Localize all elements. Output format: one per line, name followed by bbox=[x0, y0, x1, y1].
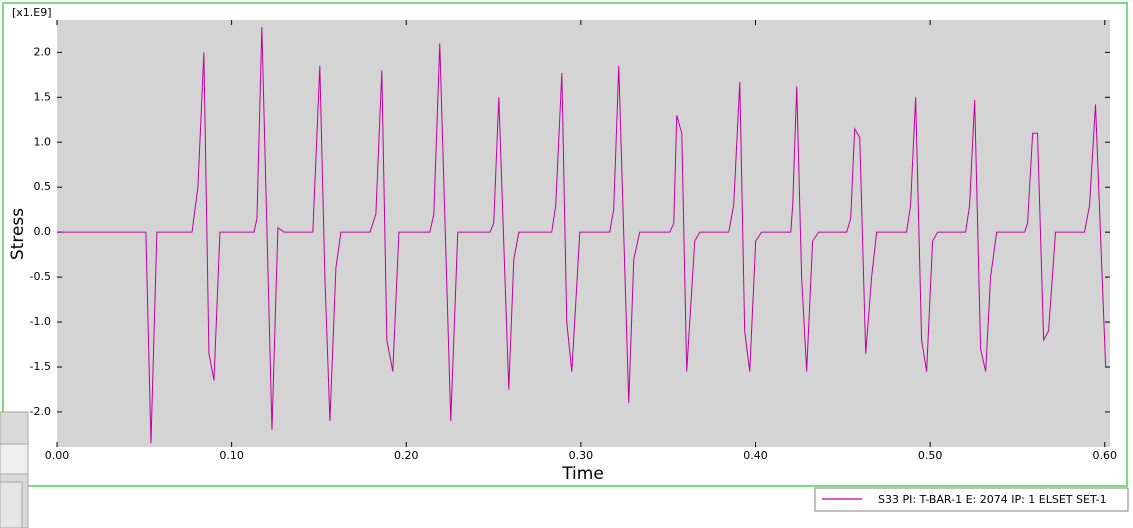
x-axis-label: Time bbox=[561, 464, 604, 484]
x-tick-label: 0.10 bbox=[219, 449, 244, 462]
y-tick-label: 0.0 bbox=[34, 225, 52, 238]
y-tick-label: -2.0 bbox=[30, 405, 51, 418]
x-tick-label: 0.50 bbox=[918, 449, 943, 462]
y-tick-label: 1.5 bbox=[34, 90, 52, 103]
axis-multiplier: [x1.E9] bbox=[12, 6, 52, 19]
x-tick-label: 0.30 bbox=[569, 449, 594, 462]
series-line bbox=[57, 27, 1107, 444]
legend-box bbox=[814, 487, 1129, 512]
x-tick-label: 0.00 bbox=[45, 449, 70, 462]
y-axis-label: Stress bbox=[8, 208, 28, 260]
legend-label: S33 PI: T-BAR-1 E: 2074 IP: 1 ELSET SET-… bbox=[878, 493, 1107, 506]
x-tick-label: 0.20 bbox=[394, 449, 419, 462]
x-tick-label: 0.40 bbox=[743, 449, 768, 462]
legend: S33 PI: T-BAR-1 E: 2074 IP: 1 ELSET SET-… bbox=[814, 487, 1129, 512]
panel-fragment bbox=[0, 481, 23, 528]
plot-area bbox=[57, 20, 1110, 447]
y-tick-label: -0.5 bbox=[30, 270, 51, 283]
y-tick-label: -1.0 bbox=[30, 315, 51, 328]
y-tick-label: 1.0 bbox=[34, 135, 52, 148]
y-tick-label: 0.5 bbox=[34, 180, 52, 193]
side-panel bbox=[0, 411, 29, 528]
panel-fragment bbox=[0, 443, 29, 475]
y-tick-label: 2.0 bbox=[34, 45, 52, 58]
y-tick-label: -1.5 bbox=[30, 360, 51, 373]
x-tick-label: 0.60 bbox=[1093, 449, 1118, 462]
